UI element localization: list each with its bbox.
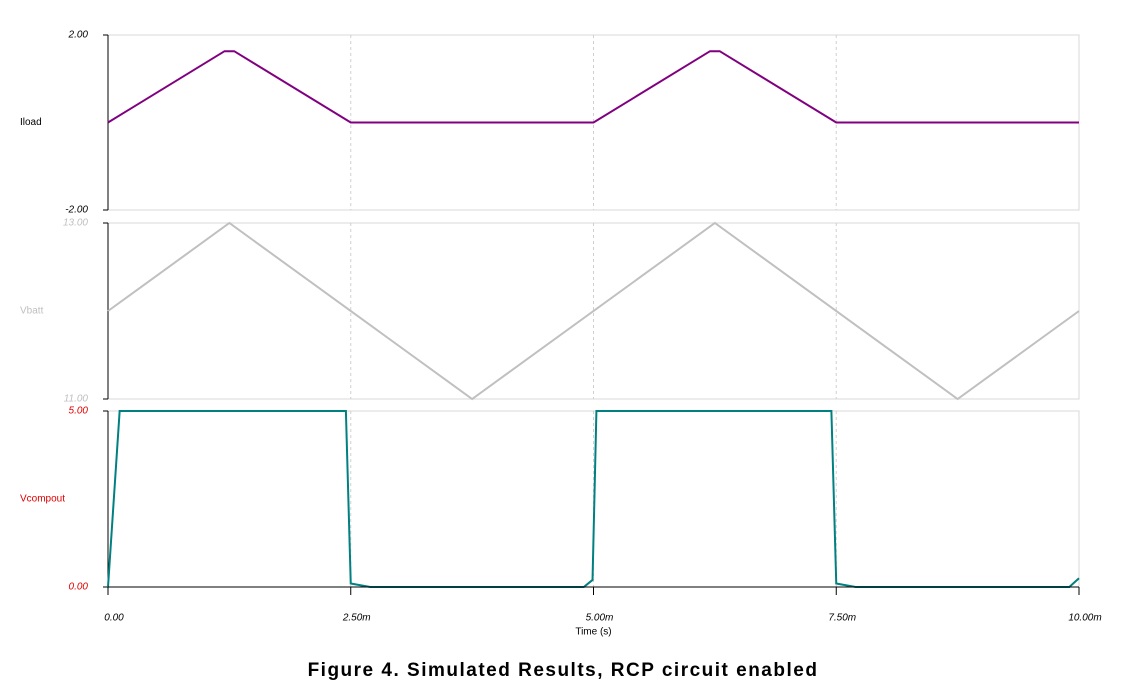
- y-tick-label: 2.00: [68, 30, 89, 41]
- x-tick-label: 5.00m: [586, 613, 614, 624]
- x-tick-label: 0.00: [104, 613, 124, 624]
- x-axis-label: Time (s): [575, 627, 611, 638]
- y-tick-label: 5.00: [69, 406, 89, 417]
- x-tick-label: 2.50m: [342, 613, 371, 624]
- caption: Figure 4. Simulated Results, RCP circuit…: [308, 660, 819, 681]
- x-tick-label: 10.00m: [1068, 613, 1101, 624]
- y-tick-label: 11.00: [64, 394, 89, 405]
- y-axis-label: Iload: [20, 117, 42, 128]
- series-line: [107, 50, 1079, 124]
- x-tick-label: 7.50m: [828, 613, 856, 624]
- y-axis-label: Vbatt: [20, 306, 44, 317]
- y-tick-label: 0.00: [69, 582, 89, 593]
- y-tick-label: -2.00: [65, 205, 88, 216]
- series-line: [107, 221, 1080, 401]
- y-axis-label: Vcompout: [20, 494, 65, 505]
- y-tick-label: 13.00: [63, 218, 88, 229]
